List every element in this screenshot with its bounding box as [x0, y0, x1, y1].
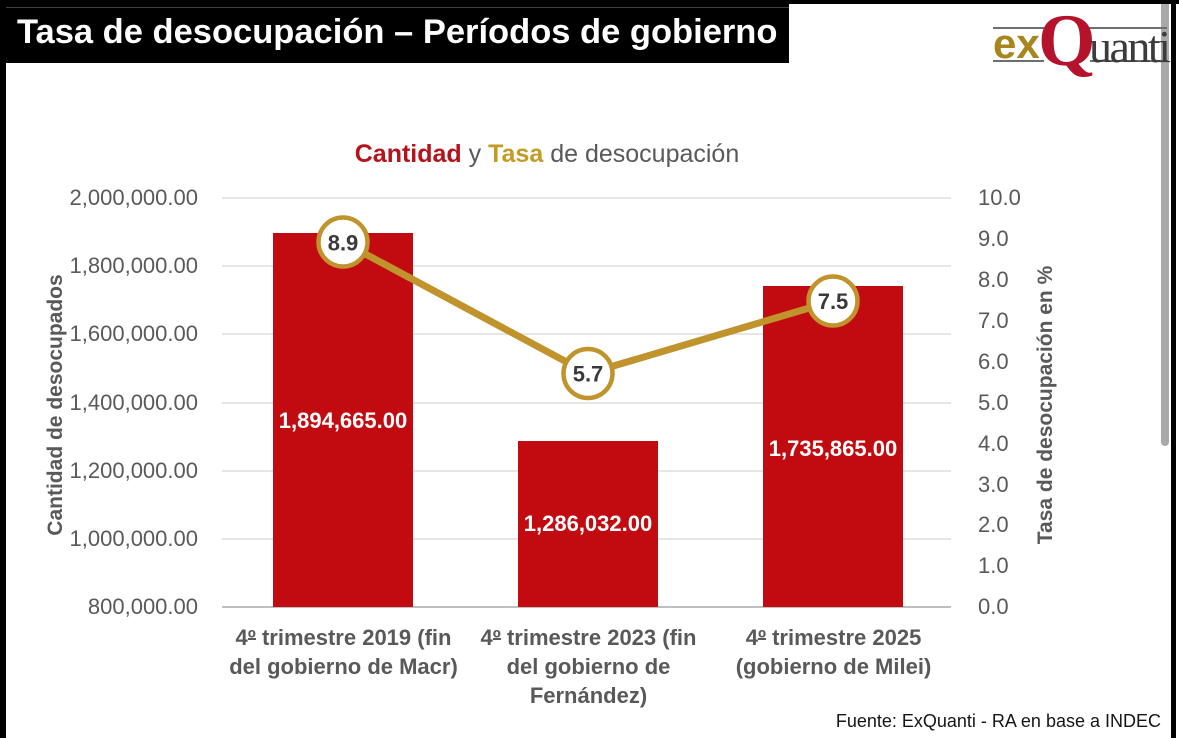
svg-text:8.9: 8.9 [328, 231, 359, 256]
svg-text:5.7: 5.7 [573, 362, 604, 387]
svg-text:7.5: 7.5 [818, 289, 849, 314]
